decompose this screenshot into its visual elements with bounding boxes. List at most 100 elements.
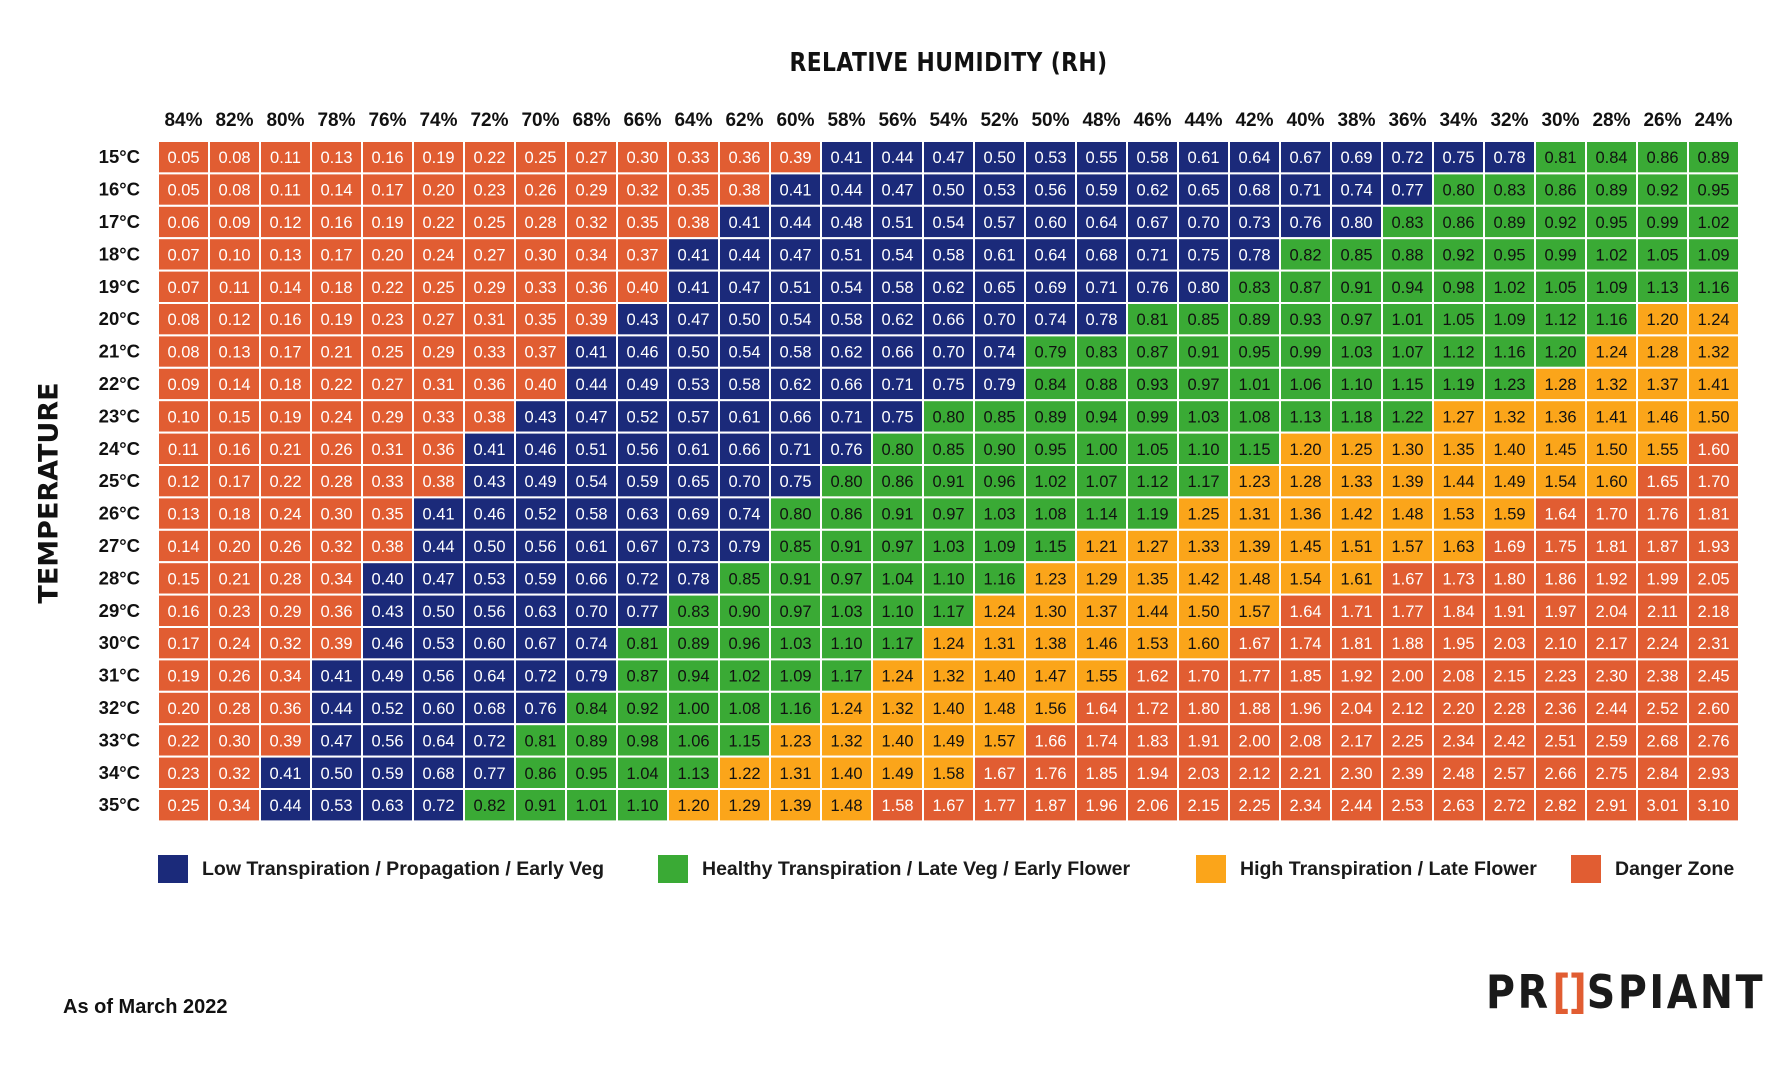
cell-value-label: 0.95 [1034, 441, 1066, 459]
heatmap-cell [157, 366, 210, 402]
heatmap-cell [922, 528, 975, 564]
cell-value-label: 0.99 [1289, 344, 1321, 362]
cell-value-label: 1.16 [1697, 279, 1729, 297]
cell-value-label: 1.91 [1187, 732, 1219, 750]
heatmap-cell [616, 334, 669, 369]
heatmap-cell [871, 302, 924, 337]
cell-value-label: 0.38 [677, 214, 709, 232]
cell-value-label: 0.77 [626, 603, 658, 621]
heatmap-cell [412, 496, 465, 531]
cell-value-label: 0.85 [779, 538, 811, 556]
cell-value-label: 0.72 [524, 668, 556, 686]
cell-value-label: 0.81 [524, 732, 556, 750]
heatmap-cell [1483, 788, 1536, 823]
cell-value-label: 0.25 [422, 279, 454, 297]
heatmap-cell [157, 140, 210, 175]
cell-value-label: 0.49 [626, 376, 658, 394]
cell-value-label: 1.25 [1187, 506, 1219, 524]
heatmap-cell [667, 626, 720, 661]
cell-value-label: 1.33 [1340, 473, 1372, 491]
heatmap-cell [718, 528, 771, 564]
heatmap-cell [1075, 269, 1128, 305]
heatmap-cell [1585, 496, 1638, 531]
cell-value-label: 1.21 [1085, 538, 1117, 556]
heatmap-cell [667, 723, 720, 758]
cell-value-label: 1.10 [626, 797, 658, 815]
cell-value-label: 1.20 [1646, 311, 1678, 329]
heatmap-cell [667, 593, 720, 628]
cell-value-label: 0.50 [677, 344, 709, 362]
x-tick-50pct: 50% [1031, 110, 1069, 131]
cell-value-label: 1.92 [1595, 570, 1627, 588]
y-tick-15c: 15°C [99, 146, 140, 167]
heatmap-cell [973, 140, 1026, 175]
cell-value-label: 0.67 [1289, 149, 1321, 167]
cell-value-label: 0.54 [779, 311, 811, 329]
cell-value-label: 0.50 [320, 765, 352, 783]
cell-value-label: 1.40 [983, 668, 1015, 686]
cell-value-label: 1.23 [1238, 473, 1270, 491]
cell-value-label: 0.57 [677, 408, 709, 426]
cell-value-label: 1.08 [1034, 506, 1066, 524]
heatmap-cell [1585, 172, 1638, 207]
heatmap-cell [1687, 172, 1740, 207]
y-tick-26c: 26°C [99, 503, 140, 524]
cell-value-label: 0.11 [168, 441, 199, 459]
cell-value-label: 1.45 [1289, 538, 1321, 556]
heatmap-cell [157, 528, 210, 564]
heatmap-cell [412, 593, 465, 628]
cell-value-label: 0.22 [371, 279, 403, 297]
cell-value-label: 0.54 [881, 246, 913, 264]
cell-value-label: 0.87 [1289, 279, 1321, 297]
cell-value-label: 1.85 [1085, 765, 1117, 783]
cell-value-label: 0.58 [1136, 149, 1168, 167]
cell-value-label: 2.15 [1493, 668, 1525, 686]
cell-value-label: 1.37 [1646, 376, 1678, 394]
logo-mark: [] [1552, 965, 1586, 1019]
x-tick-36pct: 36% [1388, 110, 1426, 131]
cell-value-label: 0.41 [728, 214, 760, 232]
cell-value-label: 0.73 [1238, 214, 1270, 232]
cell-value-label: 0.69 [677, 506, 709, 524]
cell-value-label: 2.25 [1238, 797, 1270, 815]
cell-value-label: 1.59 [1493, 506, 1525, 524]
cell-value-label: 1.24 [932, 635, 964, 653]
cell-value-label: 0.36 [473, 376, 505, 394]
heatmap-cell [463, 690, 516, 726]
cell-value-label: 2.34 [1289, 797, 1321, 815]
cell-value-label: 2.76 [1697, 732, 1729, 750]
cell-value-label: 2.44 [1595, 700, 1627, 718]
heatmap-cell [1330, 172, 1383, 207]
cell-value-label: 1.77 [1391, 603, 1423, 621]
x-tick-80pct: 80% [266, 110, 304, 131]
cell-value-label: 0.07 [167, 246, 199, 264]
heatmap-cell [1228, 626, 1281, 661]
cell-value-label: 0.80 [1340, 214, 1372, 232]
x-tick-78pct: 78% [317, 110, 355, 131]
cell-value-label: 1.03 [1187, 408, 1219, 426]
cell-value-label: 1.44 [1136, 603, 1168, 621]
cell-value-label: 0.92 [1646, 182, 1678, 200]
heatmap-cell [310, 626, 363, 661]
cell-value-label: 0.31 [371, 441, 403, 459]
heatmap-cell [616, 172, 669, 207]
cell-value-label: 0.30 [320, 506, 352, 524]
cell-value-label: 2.60 [1697, 700, 1729, 718]
cell-value-label: 0.34 [269, 668, 301, 686]
heatmap-cell [1636, 204, 1689, 240]
cell-value-label: 0.05 [167, 149, 199, 167]
cell-value-label: 0.83 [1085, 344, 1117, 362]
cell-value-label: 0.27 [473, 246, 505, 264]
heatmap-cell [1330, 269, 1383, 305]
heatmap-cell [1177, 788, 1230, 823]
heatmap-cell [1126, 755, 1179, 790]
cell-value-label: 0.14 [320, 182, 352, 200]
cell-value-label: 1.81 [1697, 506, 1729, 524]
heatmap-cell [1534, 755, 1587, 790]
x-tick-28pct: 28% [1592, 110, 1630, 131]
cell-value-label: 0.34 [320, 570, 352, 588]
cell-value-label: 1.22 [1391, 408, 1423, 426]
y-tick-18c: 18°C [99, 243, 140, 264]
heatmap-cell [871, 399, 924, 434]
cell-value-label: 2.42 [1493, 732, 1525, 750]
